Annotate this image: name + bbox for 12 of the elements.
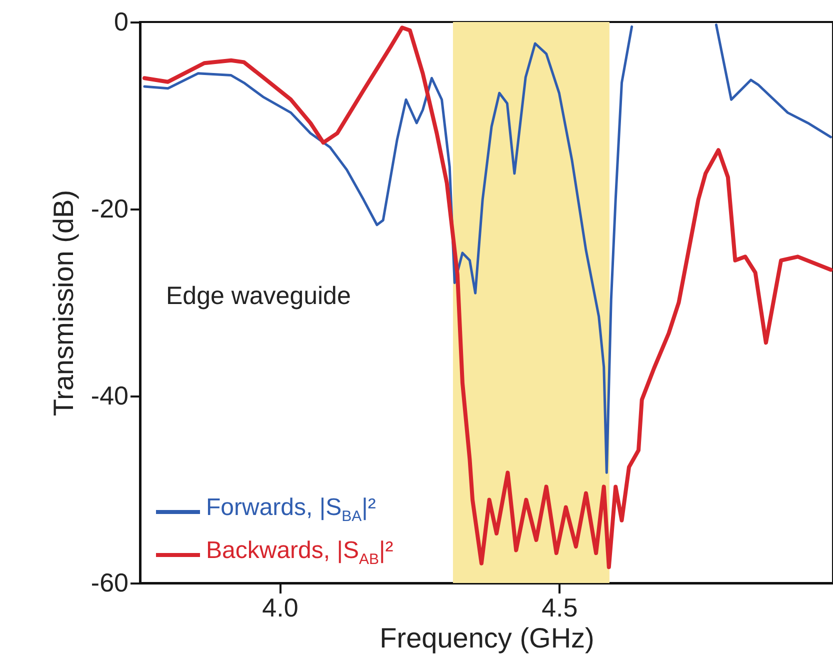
legend-label: Backwards, |S$_{AB}$|² <box>206 536 394 570</box>
y-tick-label: -20 <box>90 194 128 224</box>
y-tick-label: 0 <box>114 6 128 36</box>
x-tick-label: 4.0 <box>262 592 298 622</box>
legend-label: Forwards, |S$_{BA}$|² <box>206 493 376 527</box>
y-tick-label: -40 <box>90 380 128 410</box>
annotation: Edge waveguide <box>166 282 351 311</box>
x-axis-title: Frequency (GHz) <box>380 622 594 654</box>
y-tick-label: -60 <box>90 568 128 598</box>
y-axis-title: Transmission (dB) <box>48 190 79 416</box>
x-tick-label: 4.5 <box>542 592 578 622</box>
line-series <box>142 26 833 570</box>
